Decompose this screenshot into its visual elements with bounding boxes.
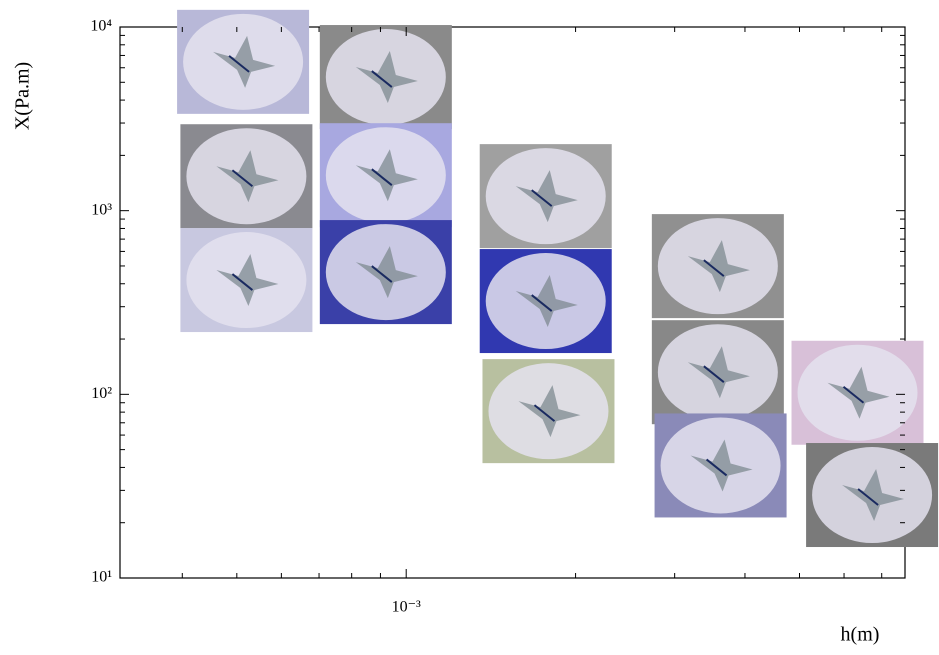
photo-point	[791, 340, 924, 445]
crack-pattern	[355, 51, 418, 104]
needle	[531, 189, 553, 207]
photo-point	[319, 220, 452, 325]
crack-pattern	[687, 240, 750, 293]
needle	[703, 365, 725, 383]
y-tick-label: 10³	[91, 201, 112, 218]
x-axis-label: h(m)	[841, 624, 880, 646]
crack-pattern	[355, 246, 418, 299]
crack-pattern	[216, 254, 279, 307]
photo-point	[654, 413, 787, 518]
photo-point	[319, 123, 452, 228]
y-axis-label: X(Pa.m)	[12, 62, 34, 130]
photo-point	[177, 9, 310, 114]
photo-point	[482, 359, 615, 464]
needle	[705, 458, 728, 477]
needle	[531, 294, 553, 312]
needle	[371, 168, 393, 186]
crack-pattern	[216, 150, 279, 203]
needle	[231, 169, 254, 188]
y-tick-label: 10⁴	[90, 18, 112, 35]
y-tick-label: 10¹	[91, 569, 112, 586]
crack-pattern	[518, 385, 581, 438]
photo-point	[180, 124, 313, 229]
needle	[533, 404, 556, 422]
photo-point	[806, 443, 939, 548]
crack-pattern	[515, 170, 578, 223]
photo-point	[319, 25, 452, 130]
crack-pattern	[515, 275, 578, 328]
needle	[371, 70, 393, 88]
photo-point	[479, 249, 612, 354]
needle	[857, 488, 879, 506]
crack-pattern	[213, 35, 276, 88]
needle	[228, 55, 250, 73]
photo-point	[180, 228, 313, 333]
needle	[371, 265, 393, 283]
photo-point	[651, 320, 784, 425]
crack-pattern	[690, 439, 753, 492]
photo-layer	[177, 9, 939, 548]
y-tick-label: 10²	[91, 385, 112, 402]
crack-pattern	[355, 149, 418, 202]
photo-point	[479, 144, 612, 249]
crack-pattern	[687, 346, 750, 399]
plot-frame	[119, 26, 906, 579]
needle	[842, 385, 865, 404]
needle	[231, 273, 254, 291]
crack-pattern	[827, 366, 890, 419]
crack-pattern	[842, 469, 905, 522]
x-tick-label: 10⁻³	[392, 599, 421, 616]
photo-point	[651, 214, 784, 319]
needle	[703, 259, 725, 277]
